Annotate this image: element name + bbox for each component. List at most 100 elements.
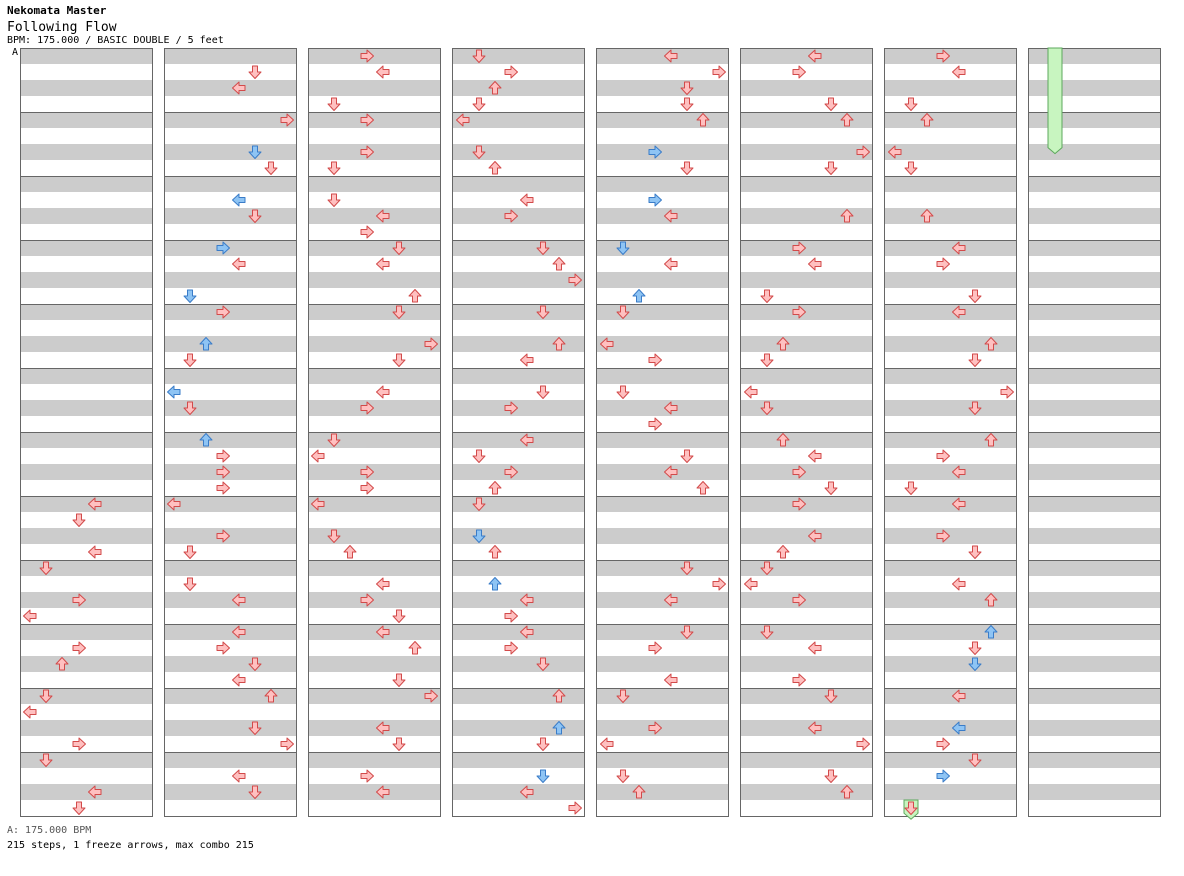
step-arrow-left [744, 385, 758, 399]
beat-stripe [20, 464, 152, 480]
step-arrow-left [664, 257, 678, 271]
step-arrow-left [88, 545, 102, 559]
step-arrow-down [327, 161, 341, 175]
beat-stripe [164, 576, 296, 592]
beat-stripe [452, 752, 584, 768]
beat-stripe [1028, 368, 1160, 384]
beat-stripe [596, 192, 728, 208]
step-arrow-down [680, 81, 694, 95]
step-arrow-down [327, 97, 341, 111]
step-arrow-down [248, 209, 262, 223]
beat-stripe [452, 656, 584, 672]
step-arrow-right [216, 465, 230, 479]
beat-stripe [596, 720, 728, 736]
step-arrow-up [776, 433, 790, 447]
beat-stripe [308, 320, 440, 336]
step-arrow-down [680, 561, 694, 575]
beat-stripe [20, 240, 152, 256]
step-arrow-left [808, 641, 822, 655]
step-arrow-right [424, 337, 438, 351]
beat-stripe [740, 672, 872, 688]
beat-stripe [1028, 496, 1160, 512]
step-arrow-right [936, 529, 950, 543]
beat-stripe [164, 736, 296, 752]
step-arrow-down [616, 689, 630, 703]
beat-stripe [740, 304, 872, 320]
beat-stripe [452, 240, 584, 256]
beat-stripe [20, 608, 152, 624]
step-arrow-left [376, 625, 390, 639]
step-arrow-up [984, 433, 998, 447]
beat-stripe [308, 688, 440, 704]
beat-stripe [596, 128, 728, 144]
beat-stripe [308, 256, 440, 272]
beat-stripe [164, 784, 296, 800]
step-arrow-down [968, 657, 982, 671]
beat-stripe [740, 64, 872, 80]
step-arrow-right [504, 641, 518, 655]
step-arrow-up [488, 545, 502, 559]
step-arrow-down [680, 625, 694, 639]
step-arrow-left [232, 769, 246, 783]
step-arrow-left [376, 785, 390, 799]
beat-stripe [596, 672, 728, 688]
beat-stripe [740, 208, 872, 224]
beat-stripe [596, 176, 728, 192]
step-arrow-down [968, 641, 982, 655]
step-arrow-up [488, 161, 502, 175]
beat-stripe [740, 752, 872, 768]
beat-stripe [884, 240, 1016, 256]
step-arrow-down [968, 401, 982, 415]
beat-stripe [308, 192, 440, 208]
beat-stripe [20, 720, 152, 736]
step-arrow-right [360, 481, 374, 495]
step-arrow-left [744, 577, 758, 591]
beat-stripe [596, 80, 728, 96]
beat-stripe [596, 160, 728, 176]
beat-stripe [20, 448, 152, 464]
beat-stripe [1028, 320, 1160, 336]
step-arrow-left [664, 465, 678, 479]
beat-stripe [1028, 160, 1160, 176]
beat-stripe [884, 288, 1016, 304]
beat-stripe [1028, 384, 1160, 400]
step-arrow-left [520, 593, 534, 607]
beat-stripe [884, 512, 1016, 528]
beat-stripe [596, 480, 728, 496]
step-arrow-down [183, 289, 197, 303]
beat-stripe [308, 672, 440, 688]
step-arrow-down [824, 769, 838, 783]
step-arrow-down [760, 561, 774, 575]
step-arrow-right [360, 465, 374, 479]
beat-stripe [884, 160, 1016, 176]
beat-stripe [20, 544, 152, 560]
beat-stripe [740, 160, 872, 176]
step-arrow-right [72, 641, 86, 655]
beat-stripe [452, 672, 584, 688]
step-arrow-left [232, 193, 246, 207]
beat-stripe [1028, 288, 1160, 304]
beat-stripe [164, 144, 296, 160]
beat-stripe [308, 336, 440, 352]
step-arrow-down [616, 385, 630, 399]
beat-stripe [884, 432, 1016, 448]
beat-stripe [740, 464, 872, 480]
beat-stripe [740, 576, 872, 592]
chart-column-4 [452, 48, 585, 817]
beat-stripe [20, 576, 152, 592]
chart-column-7 [884, 48, 1017, 817]
beat-stripe [740, 784, 872, 800]
step-arrow-up [199, 337, 213, 351]
beat-stripe [20, 320, 152, 336]
step-arrow-right [280, 113, 294, 127]
step-arrow-right [504, 401, 518, 415]
step-arrow-left [232, 257, 246, 271]
beat-stripe [1028, 512, 1160, 528]
step-arrow-right [216, 241, 230, 255]
step-arrow-left [311, 449, 325, 463]
step-arrow-left [808, 721, 822, 735]
beat-stripe [740, 544, 872, 560]
step-arrow-right [216, 305, 230, 319]
step-arrow-right [568, 273, 582, 287]
beat-stripe [740, 192, 872, 208]
